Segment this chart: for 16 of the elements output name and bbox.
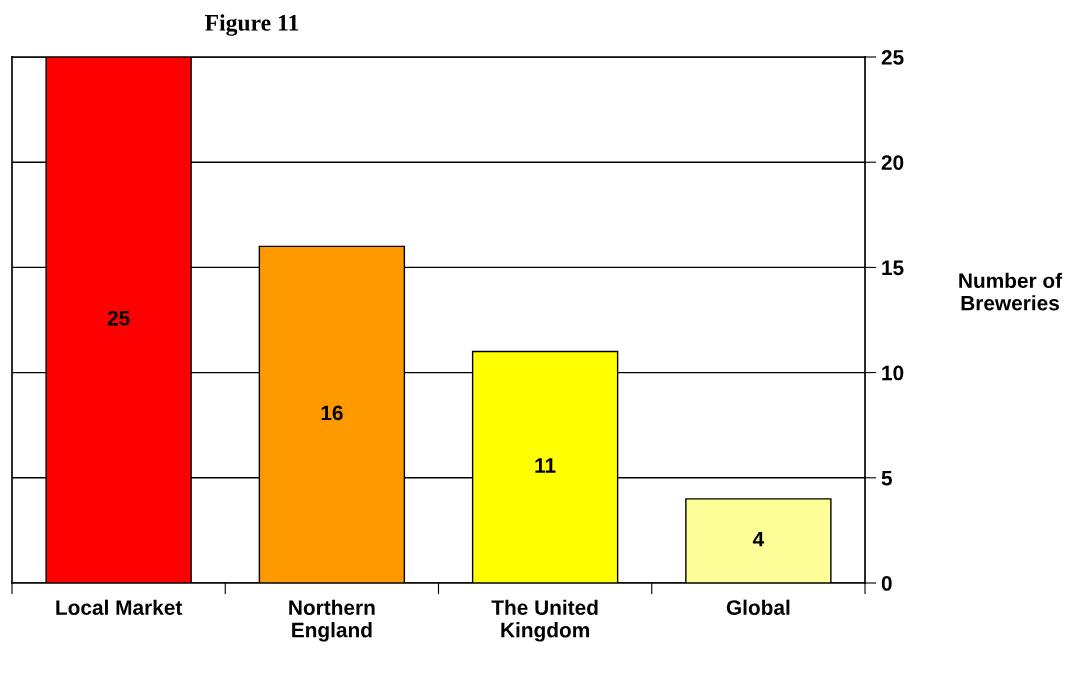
y-tick-label: 25 [881,50,904,65]
y-tick-label: 10 [882,365,904,381]
y-tick-label: 15 [882,260,904,276]
x-tick-label: Northern England [289,599,375,642]
x-tick-label: The United Kingdom [491,599,598,642]
y-axis-title: Number of Breweries [959,272,1063,311]
chart-title: Figure 11 [205,14,299,36]
x-tick-label: Local Market [56,599,183,615]
y-tick-label: 0 [881,576,892,591]
y-tick-label: 20 [881,155,904,170]
data-label: 11 [535,458,556,473]
x-tick-label: Global [726,599,790,615]
data-label: 16 [321,405,343,421]
data-label: 4 [752,531,765,547]
y-tick-label: 5 [881,471,892,486]
data-label: 25 [107,310,130,326]
